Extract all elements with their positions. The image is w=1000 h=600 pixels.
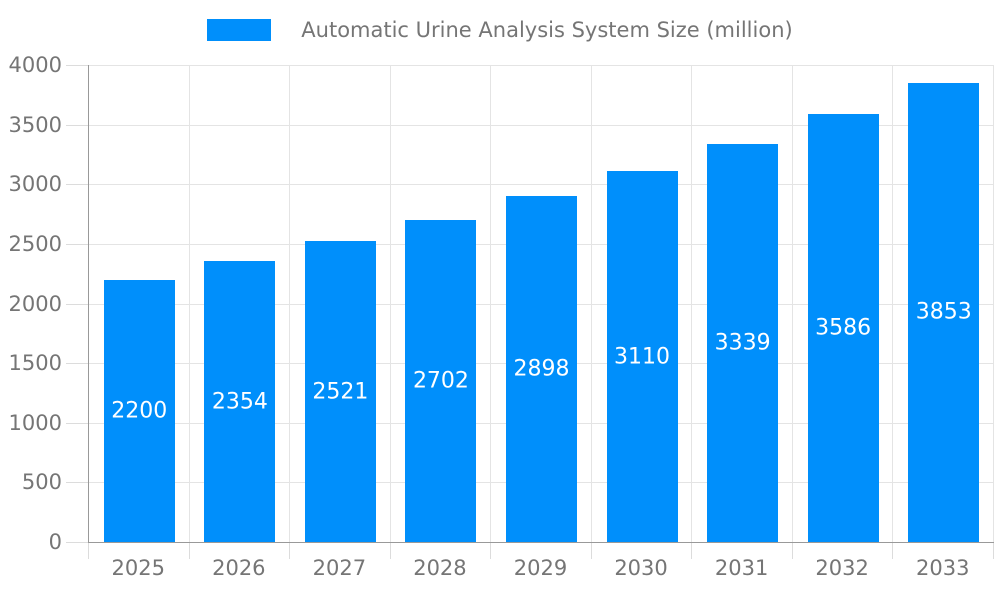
x-gridline bbox=[691, 65, 693, 542]
x-axis-tick bbox=[490, 543, 492, 559]
x-gridline bbox=[490, 65, 492, 542]
y-tick-label: 2500 bbox=[8, 231, 62, 256]
plot-area: 2200 2354 2521 2702 2898 3110 3339 3586 3853 bbox=[66, 65, 994, 559]
x-tick-label: 2027 bbox=[312, 556, 367, 580]
bar-2032[interactable] bbox=[807, 114, 879, 542]
bar-2028[interactable] bbox=[405, 219, 477, 542]
x-gridline bbox=[389, 65, 391, 542]
y-gridline bbox=[89, 184, 994, 186]
y-gridline bbox=[89, 65, 994, 66]
x-axis-tick bbox=[289, 543, 291, 559]
y-tick-label: 2000 bbox=[8, 291, 62, 316]
bar-2033[interactable] bbox=[908, 82, 980, 542]
x-axis-tick bbox=[389, 543, 391, 559]
y-axis-tick bbox=[66, 542, 88, 543]
x-axis-labels: 2025 2026 2027 2028 2029 2030 2031 2032 2033 bbox=[88, 556, 993, 586]
y-tick-label: 1500 bbox=[8, 351, 62, 376]
x-tick-label: 2032 bbox=[815, 556, 869, 580]
x-gridline bbox=[892, 65, 894, 542]
y-tick-label: 0 bbox=[48, 530, 62, 554]
y-tick-label: 3000 bbox=[8, 172, 62, 197]
x-tick-label: 2031 bbox=[714, 556, 769, 580]
x-axis-tick bbox=[892, 543, 894, 559]
x-tick-label: 2026 bbox=[212, 556, 266, 580]
x-axis-tick bbox=[993, 543, 994, 559]
x-gridline bbox=[188, 65, 190, 542]
legend-label: Automatic Urine Analysis System Size (mi… bbox=[301, 18, 793, 42]
y-axis-tick bbox=[66, 184, 88, 186]
x-tick-label: 2033 bbox=[915, 556, 970, 580]
y-tick-label: 3500 bbox=[8, 112, 62, 137]
y-gridline bbox=[89, 124, 994, 126]
bar-2029[interactable] bbox=[506, 196, 577, 542]
bar-2025[interactable] bbox=[103, 279, 175, 542]
y-tick-label: 1000 bbox=[8, 410, 62, 435]
x-axis-tick bbox=[691, 543, 693, 559]
x-axis-tick bbox=[188, 543, 190, 559]
bar-2031[interactable] bbox=[707, 143, 779, 542]
x-axis-tick bbox=[590, 543, 592, 559]
y-axis-tick bbox=[66, 124, 88, 126]
x-gridline bbox=[590, 65, 592, 542]
y-axis-tick bbox=[66, 65, 88, 66]
legend[interactable]: Automatic Urine Analysis System Size (mi… bbox=[0, 17, 1000, 43]
x-tick-label: 2030 bbox=[614, 556, 668, 580]
y-axis-labels: 0 500 1000 1500 2000 2500 3000 3500 4000 bbox=[0, 53, 62, 554]
y-tick-label: 500 bbox=[21, 470, 62, 495]
y-axis-tick bbox=[66, 422, 88, 424]
y-axis-tick bbox=[66, 363, 88, 365]
x-gridline bbox=[289, 65, 291, 542]
bar-2026[interactable] bbox=[204, 261, 276, 542]
x-tick-label: 2025 bbox=[111, 556, 165, 580]
y-axis-tick bbox=[66, 303, 88, 305]
bar-2027[interactable] bbox=[304, 241, 376, 542]
legend-swatch bbox=[207, 19, 272, 41]
x-tick-label: 2028 bbox=[413, 556, 467, 580]
y-tick-label: 4000 bbox=[8, 53, 62, 77]
x-axis-tick bbox=[791, 543, 793, 559]
y-axis-tick bbox=[66, 482, 88, 484]
x-tick-label: 2029 bbox=[513, 556, 568, 580]
bar-2030[interactable] bbox=[606, 171, 678, 542]
y-axis-tick bbox=[66, 243, 88, 245]
x-axis-tick bbox=[88, 543, 89, 559]
x-gridline bbox=[791, 65, 793, 542]
x-gridline bbox=[993, 65, 994, 542]
